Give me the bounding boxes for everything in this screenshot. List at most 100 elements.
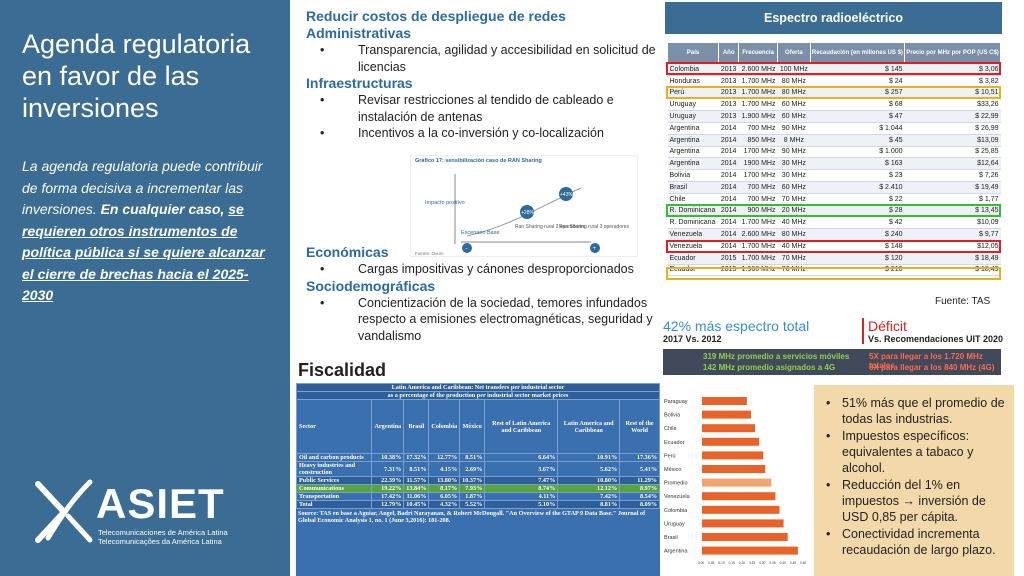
table-header-cell: Sector — [295, 399, 373, 454]
tax-note-item: 51% más que el promedio de todas las ind… — [824, 395, 1006, 427]
logo-word: ASIET — [96, 480, 225, 527]
spectrum-cell: $ 26,99 — [904, 122, 1001, 135]
table-cell: 8.17% — [428, 484, 461, 493]
other-costs-section: Económicas Cargas impositivas y cánones … — [306, 244, 656, 344]
table-header-cell: Rest of Latin America and Caribbean — [484, 399, 559, 454]
ran-sharing-diagram: Impacto positivo Escenario Base +28% +43… — [415, 174, 630, 256]
bar-category-label: Perú — [664, 453, 676, 459]
spectrum-row: R. Dominicana 2014 1.700 MHz 40 MHz $ 42 $10,… — [667, 216, 1001, 230]
spectrum-table-panel: País Año Frecuencia Oferta Recaudación (en m… — [666, 42, 1001, 277]
spectrum-cell: 70 MHz — [777, 252, 811, 265]
table-cell: 4.11% — [484, 492, 559, 501]
spectrum-cell: 90 MHz — [777, 122, 811, 135]
infra-item: Revisar restricciones al tendido de cabl… — [306, 92, 656, 125]
figure-source: Fuente: Ovum — [415, 251, 444, 256]
spectrum-cell: 30 MHz — [777, 169, 811, 182]
infra-item: Incentivos a la co-inversión y co-locali… — [306, 125, 656, 142]
deficit-reference: Vs. Recomendaciones UIT 2020 — [868, 334, 1004, 344]
table-cell: 8.97% — [619, 484, 660, 493]
spectrum-row: Venezuela 2014 2.600 MHz 80 MHz $ 240 $ 9,77 — [667, 228, 1001, 241]
spectrum-cell: $ 18,49 — [904, 252, 1001, 265]
spectrum-cell: Argentina — [667, 157, 719, 171]
spectrum-cell: Brasil — [667, 181, 719, 194]
table-title-2: as a percentage of the production per in… — [296, 391, 660, 400]
spectrum-cell: 90 MHz — [777, 146, 811, 159]
tax-notes-box: 51% más que el promedio de todas las ind… — [814, 385, 1014, 576]
pct-43-label: +43% — [560, 192, 573, 198]
table-cell: 4.15% — [428, 461, 461, 477]
spectrum-cell: 40 MHz — [777, 216, 811, 230]
table-cell: 10.37% — [459, 476, 486, 485]
spectrum-cell: $ 7,26 — [904, 169, 1001, 182]
spectrum-cell: $ 163 — [810, 157, 905, 171]
fiscal-source: Source: TAS en base a Aguiar, Angel, Bad… — [298, 510, 646, 524]
table-cell: 12.12% — [557, 484, 621, 493]
spectrum-cell: 30 MHz — [777, 157, 811, 171]
table-cell: 7.47% — [484, 476, 559, 485]
bar-tick-label: 0.05 — [708, 561, 714, 565]
highlight-peru — [666, 86, 1001, 99]
spectrum-cell: Argentina — [667, 122, 719, 135]
bar-category-label: Uruguay — [664, 521, 685, 527]
growth-period: 2017 Vs. 2012 — [663, 334, 722, 344]
spectrum-col-header: Frecuencia — [738, 42, 778, 64]
table-cell: Public Services — [295, 476, 373, 485]
pct-28-label: +28% — [521, 210, 534, 216]
spectrum-cell: Bolivia — [667, 169, 719, 182]
intro-text: La agenda regulatoria puede contribuir d… — [22, 156, 272, 307]
table-cell: Oil and carbon products — [295, 453, 373, 462]
table-cell: 10.91% — [557, 453, 621, 462]
table-header-cell: Argentina — [371, 399, 405, 454]
spectrum-cell: Venezuela — [667, 228, 719, 241]
logo-subtitle: Telecomunicaciones de América Latina Tel… — [98, 528, 228, 546]
table-header-cell: Brasil — [403, 399, 430, 454]
tax-note-item: Impuestos específicos: equivalentes a ta… — [824, 428, 1006, 476]
spectrum-cell: 850 MHz — [738, 134, 778, 147]
bar-category-label: Chile — [664, 426, 677, 432]
spectrum-cell: 60 MHz — [777, 98, 811, 112]
spectrum-cell: $ 2.410 — [810, 181, 905, 194]
spectrum-cell: 2014 — [718, 228, 739, 241]
bar-category-label: Colombia — [664, 508, 688, 514]
spectrum-cell: Uruguay — [667, 98, 719, 112]
minus-marker — [462, 243, 472, 253]
spectrum-cell: 700 MHz — [738, 122, 778, 135]
table-cell: Transportation — [295, 492, 373, 501]
bar — [702, 519, 784, 528]
bar — [702, 410, 751, 419]
table-cell: 12.77% — [428, 453, 461, 462]
spectrum-row: Argentina 2014 1700 MHz 90 MHz $ 1.000 $ 25,8… — [667, 146, 1001, 159]
stat-total-gap: 5X para llegar a los 1.720 MHz totales — [869, 352, 983, 370]
spectrum-cell: 1.700 MHz — [738, 216, 778, 230]
spectrum-row: Chile 2014 700 MHz 70 MHz $ 22 $ 1,77 — [667, 193, 1001, 206]
table-row: Communications 19.22% 13.84% 8.17% 7.93% 8.74… — [295, 484, 660, 493]
spectrum-cell: $ 45 — [810, 134, 905, 147]
table-cell: 8.81% — [557, 500, 621, 509]
table-cell: 5.41% — [619, 461, 660, 477]
spectrum-cell: 2014 — [718, 157, 739, 171]
spectrum-cell: Argentina — [667, 146, 719, 159]
spectrum-col-header: Año — [718, 42, 740, 64]
spectrum-deficit: Déficit Vs. Recomendaciones UIT 2020 — [862, 318, 1022, 344]
spectrum-cell: 2013 — [718, 110, 739, 123]
spectrum-row: Honduras 2013 1.700 MHz 80 MHz $ 24 $ 3,82 — [667, 75, 1001, 88]
bar-tick-label: 0.35 — [769, 561, 775, 565]
spectrum-cell: Uruguay — [667, 110, 719, 123]
table-cell: 7.93% — [459, 484, 486, 493]
pct-43-badge — [559, 187, 573, 201]
spectrum-source: Fuente: TAS — [935, 296, 991, 307]
spectrum-cell: $ 120 — [810, 252, 905, 265]
section-heading: Reducir costos de despliegue de redes — [306, 8, 566, 24]
table-cell: 8.54% — [619, 492, 660, 501]
spectrum-table: País Año Frecuencia Oferta Recaudación (en m… — [666, 42, 1001, 277]
spectrum-cell: 2015 — [718, 252, 739, 265]
spectrum-cell: $33,26 — [904, 98, 1001, 112]
table-row: Oil and carbon products 10.38% 17.32% 12.77… — [295, 453, 660, 462]
spectrum-cell: 2014 — [718, 146, 739, 159]
fiscal-title: Fiscalidad — [298, 360, 387, 380]
spectrum-row: Argentina 2014 700 MHz 90 MHz $ 1.044 $ 26,99 — [667, 122, 1001, 135]
spectrum-cell: $13,09 — [904, 134, 1001, 147]
highlight-ecuador — [666, 267, 1001, 280]
bar — [702, 424, 756, 433]
cost-reduction-section: Reducir costos de despliegue de redes Ad… — [306, 8, 656, 142]
